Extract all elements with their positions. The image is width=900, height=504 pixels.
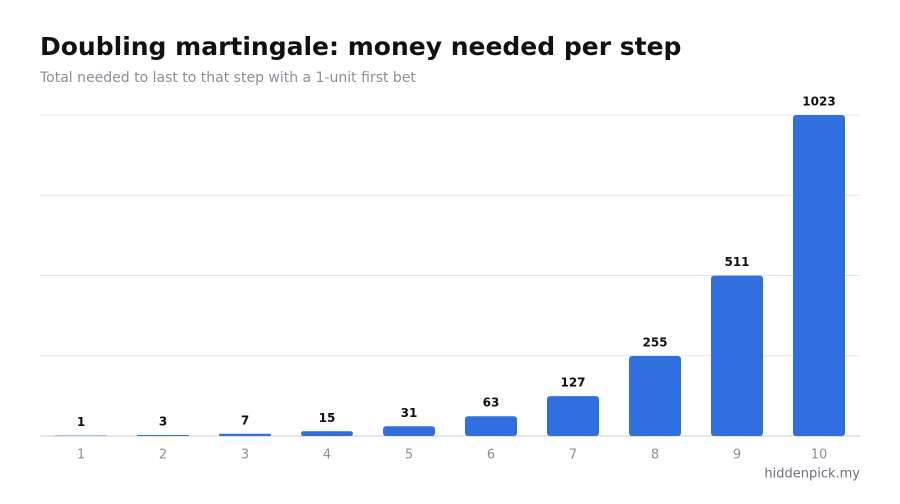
x-tick-label: 7	[569, 448, 577, 463]
x-tick-label: 10	[811, 448, 828, 463]
chart-subtitle: Total needed to last to that step with a…	[39, 70, 416, 86]
bar	[711, 276, 763, 436]
bar	[547, 396, 599, 436]
value-label: 3	[159, 415, 167, 429]
value-label: 1023	[802, 95, 835, 109]
x-tick-label: 2	[159, 448, 167, 463]
value-label: 127	[560, 376, 585, 390]
x-tick-label: 9	[733, 448, 741, 463]
bar	[465, 416, 517, 436]
value-label: 7	[241, 413, 249, 427]
bar	[383, 426, 435, 436]
value-label: 255	[642, 335, 667, 349]
value-label: 15	[319, 411, 336, 425]
chart-title: Doubling martingale: money needed per st…	[40, 32, 681, 61]
value-label: 1	[77, 415, 85, 429]
value-label: 31	[401, 406, 418, 420]
x-tick-label: 4	[323, 448, 331, 463]
value-label: 63	[483, 396, 500, 410]
bar	[793, 115, 845, 436]
x-tick-label: 5	[405, 448, 413, 463]
x-tick-label: 3	[241, 448, 249, 463]
bar	[219, 434, 271, 436]
bar	[137, 435, 189, 436]
source: hiddenpick.my	[764, 467, 860, 482]
bar	[629, 356, 681, 436]
bar	[301, 431, 353, 436]
x-tick-label: 8	[651, 448, 659, 463]
value-label: 511	[724, 255, 749, 269]
x-tick-label: 6	[487, 448, 495, 463]
x-tick-label: 1	[77, 448, 85, 463]
